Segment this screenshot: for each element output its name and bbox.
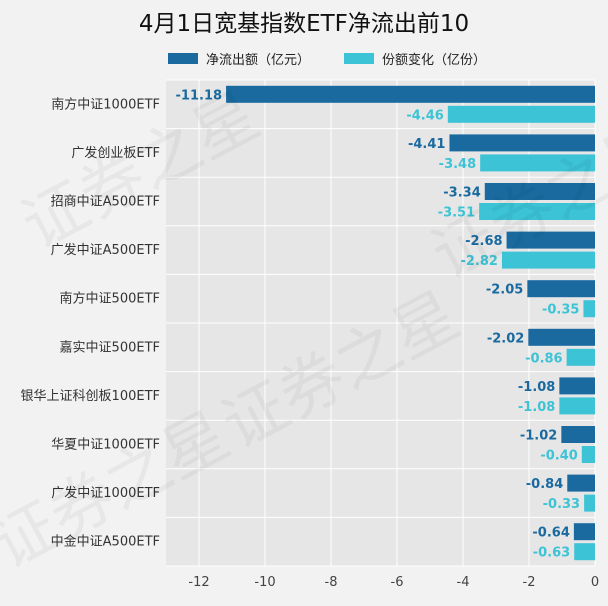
data-label-share-change: -0.63 [533, 546, 570, 561]
bar-net-outflow [567, 474, 595, 492]
data-label-net-outflow: -0.64 [532, 526, 569, 541]
x-tick-label: -12 [188, 575, 209, 590]
legend-item-net-outflow: 净流出额（亿元） [168, 49, 310, 68]
data-label-net-outflow: -2.68 [465, 234, 502, 249]
data-label-net-outflow: -1.02 [520, 429, 557, 444]
category-label: 招商中证A500ETF [51, 195, 160, 210]
category-label: 南方中证500ETF [60, 291, 160, 307]
legend-swatch-share-change [344, 52, 375, 64]
data-label-share-change: -3.51 [438, 206, 475, 221]
x-tick-label: -6 [391, 575, 404, 590]
bar-net-outflow [561, 426, 595, 443]
data-label-net-outflow: -3.34 [443, 186, 480, 201]
legend-label-share-change: 份额变化（亿份） [382, 52, 487, 68]
data-label-net-outflow: -4.41 [408, 137, 445, 152]
data-label-net-outflow: -2.02 [487, 331, 524, 346]
bar-net-outflow [484, 183, 595, 200]
bar-share-change [581, 446, 595, 463]
chart-title: 4月1日宽基指数ETF净流出前10 [138, 11, 470, 37]
x-tick-label: -8 [325, 575, 338, 590]
bar-share-change [559, 397, 595, 415]
data-label-share-change: -0.35 [542, 303, 579, 318]
data-label-share-change: -4.46 [406, 108, 443, 123]
x-tick-label: -10 [254, 575, 275, 590]
data-label-net-outflow: -2.05 [486, 283, 523, 298]
category-label: 嘉实中证500ETF [60, 340, 160, 355]
bar-share-change [479, 203, 595, 220]
bar-net-outflow [506, 231, 595, 249]
bar-net-outflow [559, 377, 595, 395]
legend-item-share-change: 份额变化（亿份） [344, 49, 486, 68]
bar-net-outflow [528, 328, 595, 346]
data-label-share-change: -3.48 [439, 157, 476, 172]
x-tick-label: -4 [457, 575, 470, 590]
category-label: 广发创业板ETF [71, 145, 160, 161]
category-label: 银华上证科创板100ETF [21, 389, 160, 404]
bar-share-change [566, 348, 595, 366]
data-label-share-change: -2.82 [460, 254, 497, 269]
data-label-share-change: -0.40 [540, 449, 577, 464]
category-label: 南方中证1000ETF [51, 96, 160, 112]
bar-share-change [574, 543, 595, 561]
data-label-net-outflow: -0.84 [526, 477, 563, 492]
legend-label-net-outflow: 净流出额（亿元） [206, 52, 311, 68]
x-tick-label: -2 [523, 575, 536, 590]
bar-net-outflow [573, 523, 595, 541]
bar-share-change [480, 154, 595, 172]
category-label: 广发中证1000ETF [51, 485, 160, 501]
data-label-net-outflow: -11.18 [176, 88, 223, 103]
data-label-share-change: -1.08 [518, 400, 555, 415]
x-tick-label: 0 [591, 575, 599, 590]
bar-net-outflow [527, 280, 595, 298]
legend-swatch-net-outflow [168, 52, 198, 64]
bar-share-change [501, 251, 595, 269]
legend: 净流出额（亿元） 份额变化（亿份） [168, 48, 520, 68]
data-label-share-change: -0.33 [543, 497, 580, 512]
data-label-share-change: -0.86 [525, 351, 562, 366]
bar-share-change [583, 300, 595, 318]
bar-share-change [584, 494, 595, 512]
category-label: 广发中证A500ETF [51, 242, 160, 258]
data-label-net-outflow: -1.08 [518, 380, 555, 395]
category-label: 中金中证A500ETF [51, 534, 160, 550]
bar-share-change [447, 105, 595, 123]
category-label: 华夏中证1000ETF [51, 438, 160, 453]
bar-net-outflow [226, 85, 595, 103]
bar-net-outflow [449, 134, 595, 152]
